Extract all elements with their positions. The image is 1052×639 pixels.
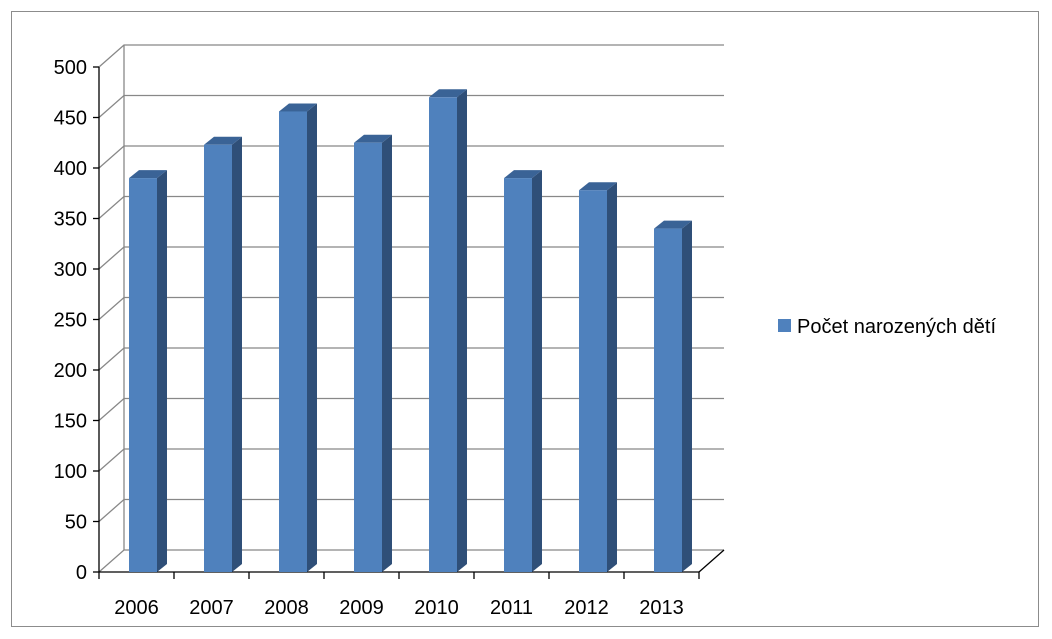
bar-front — [654, 228, 682, 572]
x-tick-label: 2012 — [564, 597, 609, 619]
legend-label: Počet narozených dětí — [797, 316, 996, 338]
bar-top — [429, 89, 467, 98]
bar-top — [129, 170, 167, 179]
gridline — [98, 44, 724, 68]
bar — [429, 89, 467, 573]
legend-swatch — [778, 319, 791, 332]
gridline — [98, 296, 724, 320]
y-tick-label: 200 — [54, 360, 87, 382]
x-tick-label: 2009 — [339, 597, 384, 619]
bar-top — [504, 170, 542, 179]
bar-side — [307, 103, 317, 572]
gridline — [98, 246, 724, 270]
gridline — [98, 195, 724, 219]
bar-front — [204, 144, 232, 572]
legend: Počet narozených dětí — [778, 316, 996, 338]
bar-top — [579, 182, 617, 191]
bar-top — [654, 220, 692, 229]
bar — [654, 220, 692, 572]
bar-side — [157, 170, 167, 572]
gridline — [98, 498, 724, 522]
bar-front — [579, 190, 607, 572]
x-tick-label: 2007 — [189, 597, 234, 619]
gridline — [98, 448, 724, 472]
gridline — [98, 549, 724, 573]
bar — [354, 134, 392, 572]
gridline — [98, 145, 724, 169]
bar-front — [429, 97, 457, 573]
y-tick-label: 50 — [65, 512, 87, 534]
bar-front — [129, 178, 157, 572]
x-tick-labels: 2006 2007 2008 2009 2010 2011 2012 2013 — [114, 597, 684, 619]
bar — [504, 170, 542, 572]
gridlines — [98, 44, 724, 573]
bar-top — [204, 136, 242, 145]
bar-side — [457, 89, 467, 573]
y-tick-label: 150 — [54, 411, 87, 433]
bars — [129, 89, 692, 573]
bar-front — [354, 142, 382, 572]
bar-side — [682, 220, 692, 572]
gridline — [98, 94, 724, 118]
bar-side — [232, 136, 242, 572]
x-tick-label: 2011 — [490, 597, 533, 619]
bar-side — [382, 134, 392, 572]
bar — [279, 103, 317, 572]
bar-side — [607, 182, 617, 572]
x-tick-label: 2008 — [264, 597, 309, 619]
x-tick-label: 2010 — [414, 597, 459, 619]
y-tick-labels: 0 50 100 150 200 250 300 350 400 450 500 — [54, 57, 87, 584]
floor-right-edge — [698, 549, 725, 573]
bar — [129, 170, 167, 572]
bar-side — [532, 170, 542, 572]
bar-front — [504, 178, 532, 572]
gridline — [98, 397, 724, 421]
bar — [579, 182, 617, 572]
y-tick-label: 350 — [54, 209, 87, 231]
y-tick-label: 250 — [54, 310, 87, 332]
bar — [204, 136, 242, 572]
y-tick-label: 400 — [54, 158, 87, 180]
bar-front — [279, 111, 307, 572]
x-tick-label: 2013 — [639, 597, 684, 619]
bar-top — [354, 134, 392, 143]
y-tick-label: 300 — [54, 259, 87, 281]
y-tick-label: 0 — [76, 562, 87, 584]
y-tick-label: 100 — [54, 461, 87, 483]
y-tick-label: 500 — [54, 57, 87, 79]
bar-top — [279, 103, 317, 112]
axes — [93, 66, 725, 579]
x-tick-label: 2006 — [114, 597, 159, 619]
y-tick-label: 450 — [54, 108, 87, 130]
gridline — [98, 347, 724, 371]
